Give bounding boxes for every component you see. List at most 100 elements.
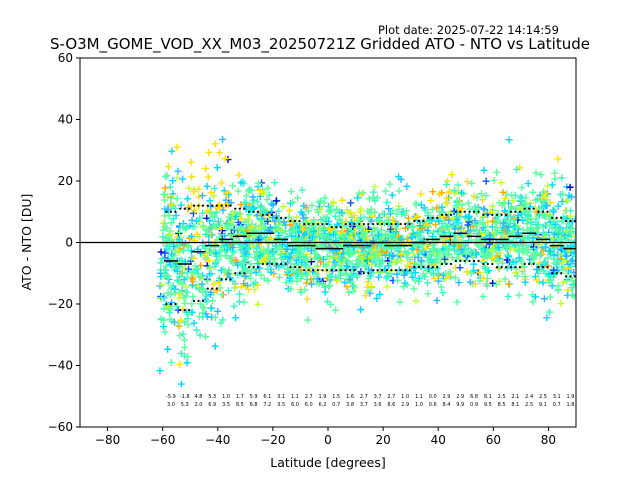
data-point [223, 246, 231, 254]
data-point [188, 300, 196, 308]
bin-stat-upper: 6.8 [470, 394, 478, 400]
data-point [234, 271, 242, 279]
data-point [178, 269, 186, 277]
data-point [289, 198, 297, 206]
bin-spread-mark [344, 222, 347, 226]
bin-stat-lower: 3.6 [374, 402, 382, 408]
data-point [554, 202, 562, 210]
bin-stat-upper: 2.1 [511, 394, 519, 400]
data-point [367, 217, 375, 225]
data-point [242, 250, 250, 258]
data-point [492, 229, 500, 237]
bin-spread-mark [427, 216, 430, 219]
data-point [210, 280, 218, 288]
data-point [206, 230, 214, 238]
data-point [344, 258, 352, 266]
data-point [166, 183, 174, 191]
bin-spread-mark [174, 210, 177, 213]
bin-stat-lower: 6.0 [305, 402, 313, 408]
bin-stat-lower: 3.5 [222, 402, 230, 408]
data-point [433, 296, 441, 304]
bin-stat-lower: 6.2 [319, 402, 327, 408]
bin-spread-mark [381, 269, 384, 272]
data-point [168, 299, 176, 307]
data-point [531, 293, 539, 301]
data-point [304, 207, 312, 215]
data-point [366, 214, 374, 222]
data-point [480, 205, 488, 213]
bin-spread-mark [220, 204, 223, 207]
data-point [161, 220, 169, 228]
bin-spread-mark [362, 272, 365, 275]
data-point [548, 181, 556, 189]
bin-spread-mark [192, 204, 196, 207]
data-point [232, 314, 240, 322]
bin-spread-mark [477, 210, 480, 213]
data-point [187, 247, 195, 255]
data-point [197, 274, 205, 282]
data-point [362, 238, 370, 246]
data-point [181, 343, 189, 351]
data-point [517, 197, 525, 205]
data-point [275, 232, 283, 240]
data-point [556, 190, 564, 198]
data-point [453, 255, 461, 263]
data-point [562, 252, 570, 260]
data-point [454, 181, 462, 189]
data-point [248, 223, 256, 231]
data-point [417, 201, 425, 209]
data-point [498, 201, 506, 209]
bin-spread-mark [496, 266, 499, 269]
data-point [384, 245, 392, 253]
data-point [241, 255, 249, 263]
bin-spread-mark [353, 222, 356, 226]
bin-stat-upper: 3.1 [553, 394, 561, 400]
data-point [481, 264, 489, 272]
data-point [335, 254, 343, 262]
bin-spread-mark [486, 213, 489, 216]
data-point [184, 310, 192, 318]
bin-spread-mark [229, 278, 232, 281]
data-point [207, 288, 215, 296]
data-point [431, 261, 439, 269]
data-point [543, 193, 551, 201]
bin-stat-upper: 3.1 [277, 394, 285, 400]
data-point [541, 244, 549, 252]
data-point [236, 210, 244, 218]
bin-stat-lower: 8.4 [443, 402, 451, 408]
data-point [243, 234, 251, 242]
data-point [410, 285, 418, 293]
data-point [467, 269, 475, 277]
bin-spread-mark [339, 226, 342, 229]
data-point [371, 226, 379, 234]
data-point [427, 255, 435, 263]
data-point [180, 336, 188, 344]
bin-spread-mark [220, 278, 223, 281]
data-point [481, 223, 489, 231]
data-point [196, 285, 204, 293]
data-point [529, 188, 537, 196]
data-point [294, 194, 302, 202]
data-point [202, 333, 210, 341]
bin-stat-upper: 2.4 [525, 394, 533, 400]
data-point [275, 207, 283, 215]
data-point [423, 266, 431, 274]
data-point [268, 200, 276, 208]
bin-stat-lower: 6.0 [291, 402, 299, 408]
data-point [386, 180, 394, 188]
data-point [532, 215, 540, 223]
data-point [264, 245, 272, 253]
data-point [231, 283, 239, 291]
data-point [493, 216, 501, 224]
data-point [408, 223, 416, 231]
data-point [531, 244, 539, 252]
data-point [409, 230, 417, 238]
data-point [492, 280, 500, 288]
data-point [503, 264, 511, 272]
data-point [455, 279, 463, 287]
y-tick-label: −20 [48, 297, 73, 311]
data-point [160, 305, 168, 313]
data-point [244, 282, 252, 290]
bin-spread-mark [482, 213, 485, 216]
